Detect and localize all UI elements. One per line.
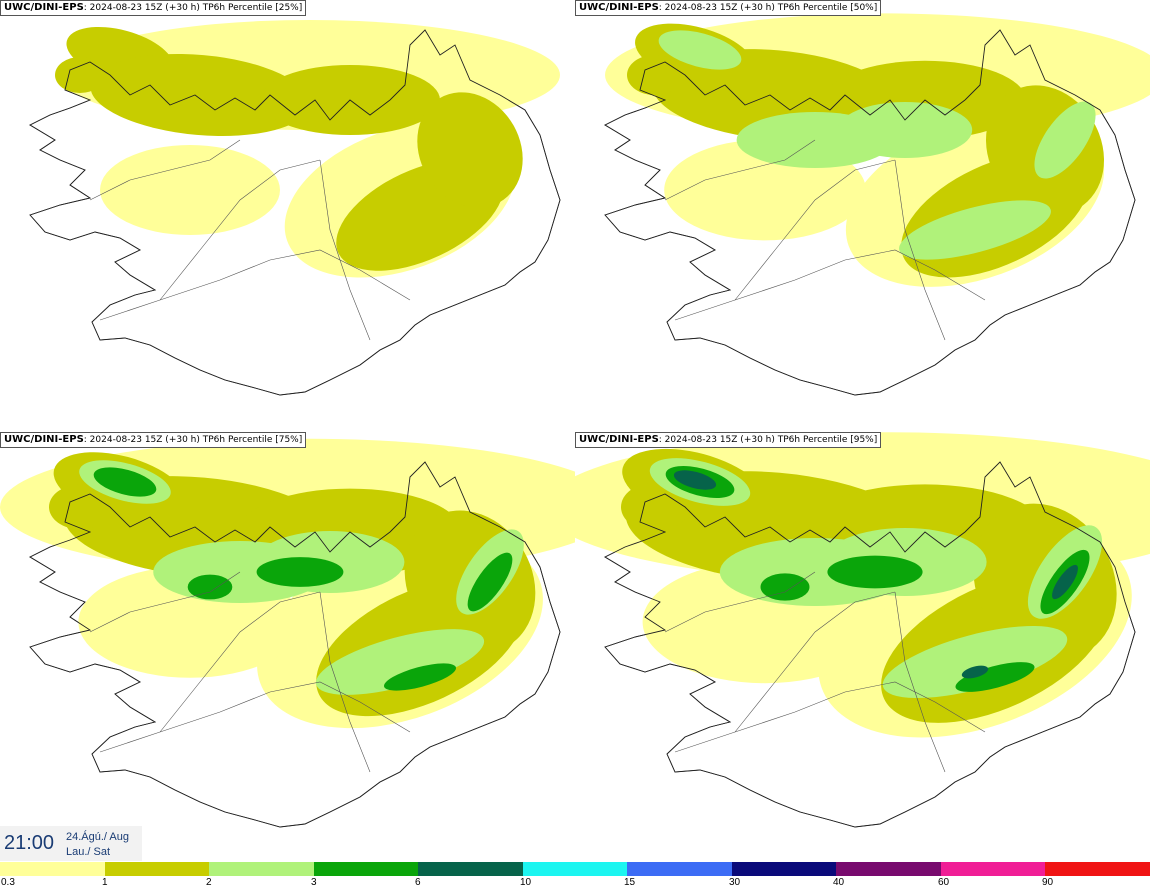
- panel-title: UWC/DINI-EPS: 2024-08-23 15Z (+30 h) TP6…: [575, 0, 882, 16]
- coastline-outline: [29, 29, 561, 396]
- precip-area: [187, 574, 233, 600]
- road-line: [734, 591, 896, 733]
- precip-area: [383, 663, 457, 691]
- legend-color-2: [209, 862, 314, 876]
- legend-label: 90: [1042, 877, 1054, 888]
- precip-area: [627, 54, 683, 96]
- legend-label: 10: [520, 877, 532, 888]
- legend-label: 1: [102, 877, 108, 888]
- legend-label: 0.3: [1, 877, 15, 888]
- map-panel-95: UWC/DINI-EPS: 2024-08-23 15Z (+30 h) TP6…: [575, 432, 1150, 862]
- legend-color-10: [1045, 862, 1150, 876]
- coastline-outline: [604, 29, 1136, 396]
- road-line: [159, 591, 321, 733]
- precip-area: [621, 482, 689, 532]
- panel-title: UWC/DINI-EPS: 2024-08-23 15Z (+30 h) TP6…: [575, 432, 882, 448]
- road-line: [319, 159, 371, 341]
- legend-label: 6: [415, 877, 421, 888]
- legend-color-7: [732, 862, 837, 876]
- legend-label: 3: [311, 877, 317, 888]
- legend-color-6: [627, 862, 732, 876]
- road-line: [664, 571, 816, 633]
- road-line: [894, 591, 946, 773]
- precip-map-25: [29, 20, 561, 396]
- legend-color-8: [836, 862, 941, 876]
- map-panel-75: UWC/DINI-EPS: 2024-08-23 15Z (+30 h) TP6…: [0, 432, 575, 862]
- precip-area: [49, 484, 111, 530]
- color-legend: 0.3 1 2 3 6 10 15 30 40 60 90: [0, 862, 1150, 891]
- legend-label: 2: [206, 877, 212, 888]
- road-line: [89, 139, 241, 201]
- precip-area: [899, 200, 1051, 260]
- road-line: [734, 159, 896, 301]
- legend-color-0: [0, 862, 105, 876]
- precip-area: [315, 629, 485, 695]
- precip-area: [961, 665, 989, 679]
- precip-area: [55, 57, 105, 93]
- legend-color-3: [314, 862, 419, 876]
- coastline-outline: [29, 461, 561, 828]
- precip-map-50: [604, 13, 1150, 396]
- valid-time: 21:00: [4, 832, 55, 854]
- precip-area: [467, 552, 513, 612]
- precip-map-95: [575, 432, 1150, 828]
- legend-color-5: [523, 862, 628, 876]
- legend-color-4: [418, 862, 523, 876]
- precip-map-75: [0, 438, 575, 828]
- road-line: [89, 571, 241, 633]
- precip-area: [827, 555, 923, 589]
- legend-label: 15: [624, 877, 636, 888]
- valid-time-box: 21:00 24.Ágú./ Aug Lau./ Sat: [0, 826, 142, 861]
- precip-area: [955, 662, 1035, 692]
- precip-area: [417, 92, 523, 208]
- precip-area: [256, 557, 344, 587]
- precip-area: [100, 145, 280, 235]
- precip-area: [673, 470, 717, 490]
- legend-label: 40: [833, 877, 845, 888]
- map-panel-25: UWC/DINI-EPS: 2024-08-23 15Z (+30 h) TP6…: [0, 0, 575, 430]
- legend-color-9: [941, 862, 1046, 876]
- precip-area: [882, 625, 1068, 699]
- road-line: [159, 159, 321, 301]
- precip-area: [658, 30, 742, 70]
- coastline-outline: [604, 461, 1136, 828]
- road-line: [319, 591, 371, 773]
- precip-area: [760, 573, 810, 601]
- valid-date: 24.Ágú./ Aug Lau./ Sat: [66, 830, 129, 860]
- valid-date-line1: 24.Ágú./ Aug: [66, 831, 129, 843]
- legend-label: 30: [729, 877, 741, 888]
- precip-area: [90, 54, 310, 136]
- panel-title: UWC/DINI-EPS: 2024-08-23 15Z (+30 h) TP6…: [0, 432, 307, 448]
- road-line: [664, 139, 816, 201]
- precip-area: [93, 467, 157, 497]
- legend-label: 60: [938, 877, 950, 888]
- precip-area: [1034, 101, 1096, 179]
- valid-date-line2: Lau./ Sat: [66, 846, 111, 858]
- road-line: [894, 159, 946, 341]
- legend-color-1: [105, 862, 210, 876]
- precip-area: [1052, 564, 1078, 600]
- precip-area: [837, 102, 973, 158]
- map-panel-50: UWC/DINI-EPS: 2024-08-23 15Z (+30 h) TP6…: [575, 0, 1150, 430]
- panel-title: UWC/DINI-EPS: 2024-08-23 15Z (+30 h) TP6…: [0, 0, 307, 16]
